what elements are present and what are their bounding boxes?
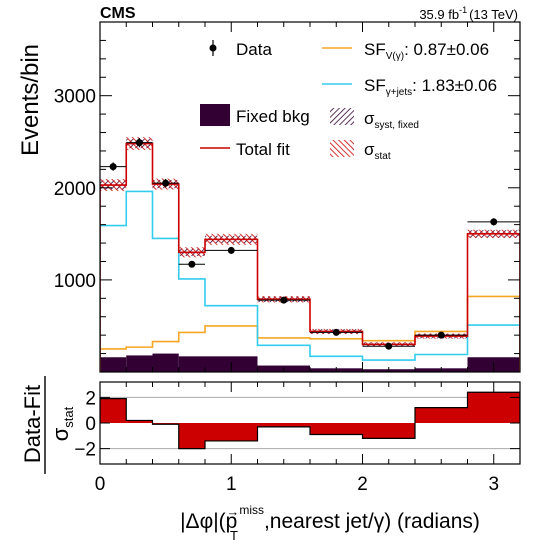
ratio-y-tick-label: 2 [85,388,96,409]
main-axis-ticks: 1000 2000 3000 [54,22,521,372]
y-tick-label: 2000 [54,179,96,200]
data-point [188,260,196,268]
ratio-y-axis-label: Data-Fit σstat [20,376,76,474]
legend-sf-gj-label: SFγ+jets: 1.83±0.06 [364,76,497,98]
ratio-panel: −2 0 2 0 1 2 3 Data-Fit σstat [20,376,521,495]
ratio-y-tick-label: 0 [85,414,96,435]
ratio-axis-ticks: −2 0 2 0 1 2 3 [74,382,521,495]
x-axis-label: |Δφ|(p→miss T,nearest jet/γ) (radians) [180,503,480,543]
ratio-bar [152,423,179,425]
data-point [490,218,498,226]
legend-fixed-bkg-label: Fixed bkg [236,107,310,126]
legend-data-label: Data [236,40,272,59]
sf-gamma-jets-line [100,190,520,372]
main-panel: 1000 2000 3000 Events/bin Data SFV(γ): 0.8… [17,21,521,373]
data-point [109,163,117,171]
luminosity-label: 35.9 fb-1 (13 TeV) [419,5,518,22]
data-point [437,331,445,339]
ratio-bar [415,407,468,423]
data-point [280,296,288,304]
fixed-bkg-bar [178,356,205,372]
y-tick-label: 1000 [54,271,96,292]
ratio-y-numerator: Data-Fit [20,385,45,463]
data-point [162,179,170,187]
fixed-bkg-bar [100,357,127,372]
ratio-outline [100,391,520,450]
legend-fixed-bkg-swatch [200,104,230,126]
ratio-bar [310,423,363,435]
ratio-bar [100,398,127,423]
ratio-bar [178,423,205,449]
fixed-bkg-bar [152,353,179,372]
legend-syst-swatch [330,108,354,125]
data-point [135,139,143,147]
ratio-y-tick-label: −2 [74,440,96,461]
legend-syst-label: σsyst, fixed [364,109,419,131]
legend-stat-label: σstat [364,140,391,162]
ratio-bar [257,423,310,427]
data-point [332,328,340,336]
ratio-y-denominator: σstat [48,406,76,441]
ratio-bar [467,392,520,423]
legend: Data SFV(γ): 0.87±0.06 SFγ+jets: 1.83±0.… [200,40,497,162]
data-point [227,246,235,254]
x-tick-label: 2 [357,474,368,495]
legend-total-fit-label: Total fit [236,140,290,159]
x-tick-label: 1 [226,474,237,495]
x-tick-label: 0 [95,474,106,495]
ratio-bar [362,423,415,439]
data-point [385,342,393,350]
y-tick-label: 3000 [54,87,96,108]
main-plot-area [100,137,520,372]
ratio-plot-area [100,391,520,450]
ratio-bar [205,423,258,441]
legend-stat-swatch [330,140,354,157]
ratio-bar [126,420,153,423]
y-axis-label: Events/bin [17,44,44,156]
legend-sf-v-label: SFV(γ): 0.87±0.06 [364,40,489,62]
x-tick-label: 3 [488,474,499,495]
fixed-bkg-bar [126,355,153,372]
experiment-label: CMS [100,5,136,22]
